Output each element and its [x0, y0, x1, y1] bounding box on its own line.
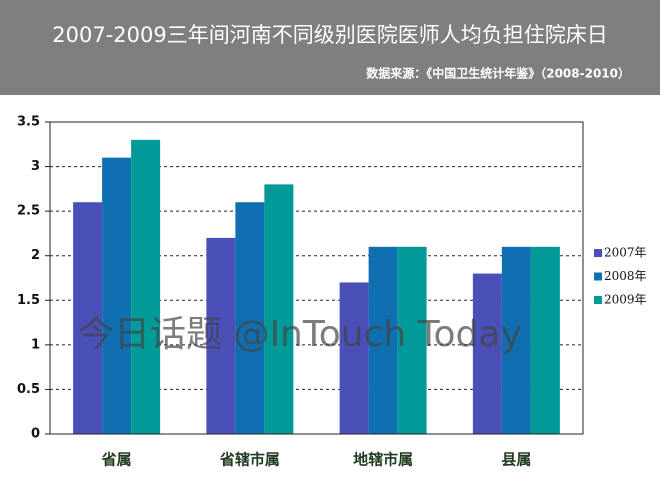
bar	[102, 157, 132, 434]
y-tick-label: 0.5	[17, 382, 40, 397]
y-tick-label: 3.5	[17, 115, 40, 130]
bar	[235, 202, 265, 434]
x-tick-label: 县属	[501, 451, 531, 469]
legend-label: 2009年	[604, 293, 647, 307]
legend-label: 2007年	[604, 246, 647, 260]
legend-label: 2008年	[604, 269, 647, 283]
legend-swatch	[594, 272, 602, 281]
bar	[264, 184, 294, 434]
legend-swatch	[594, 249, 602, 257]
y-tick-label: 0	[31, 427, 40, 442]
header-band	[0, 0, 660, 95]
y-tick-label: 2	[31, 248, 40, 263]
bar	[530, 246, 560, 434]
bar	[339, 282, 369, 434]
bar	[368, 246, 398, 434]
chart-title: 2007-2009三年间河南不同级别医院医师人均负担住院床日	[52, 23, 607, 47]
y-tick-label: 1.5	[17, 293, 40, 308]
bar	[501, 246, 531, 434]
x-tick-label: 省属	[101, 451, 132, 469]
x-tick-label: 地辖市属	[353, 451, 413, 469]
bar	[472, 273, 502, 434]
bar	[73, 202, 103, 434]
bar	[397, 246, 427, 434]
y-tick-label: 2.5	[17, 204, 40, 219]
x-tick-label: 省辖市属	[219, 451, 280, 469]
y-tick-label: 3	[31, 159, 40, 174]
watermark: 今日话题 @InTouch Today	[78, 314, 522, 355]
chart-subtitle: 数据来源：《中国卫生统计年鉴》（2008-2010）	[366, 66, 630, 81]
legend-swatch	[594, 296, 602, 304]
y-tick-label: 1	[31, 337, 40, 352]
bar	[206, 237, 236, 434]
bar	[131, 139, 161, 435]
